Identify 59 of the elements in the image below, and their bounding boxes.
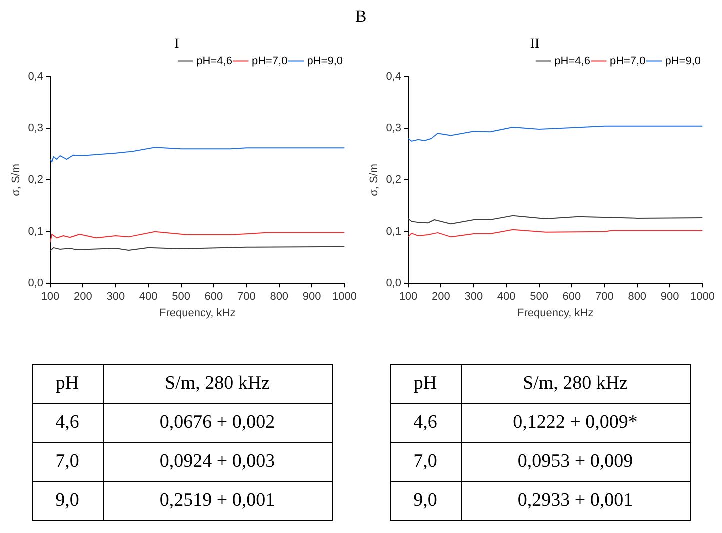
y-axis-title: σ, S/m	[10, 164, 23, 196]
x-tick-label: 1000	[332, 291, 358, 304]
x-tick-label: 300	[106, 291, 126, 304]
y-tick-label: 0,3	[28, 122, 44, 135]
text: 0,0953 + 0,009	[461, 442, 690, 482]
y-axis-title: σ, S/m	[368, 164, 381, 196]
x-tick-label: 800	[628, 291, 647, 304]
x-tick-label: 900	[302, 291, 322, 304]
y-tick-label: 0,4	[386, 70, 402, 83]
y-tick-label: 0,4	[28, 70, 44, 83]
x-tick-label: 300	[464, 291, 484, 304]
text: 9,0	[390, 482, 461, 520]
x-tick-label: 700	[237, 291, 256, 304]
text: B	[354, 6, 368, 28]
y-tick-label: 0,0	[386, 278, 402, 290]
x-tick-label: 900	[660, 291, 680, 304]
x-tick-label: 400	[139, 291, 158, 304]
x-axis-title: Frequency, kHz	[518, 307, 594, 320]
x-tick-label: 800	[270, 291, 289, 304]
text: pH	[390, 364, 461, 404]
text: 0,0924 + 0,003	[103, 442, 332, 482]
legend-label: pH=9,0	[665, 55, 702, 68]
text: S/m, 280 kHz	[461, 364, 690, 404]
text: 0,1222 + 0,009*	[461, 404, 690, 442]
x-tick-label: 700	[595, 291, 614, 304]
text: S/m, 280 kHz	[103, 364, 332, 404]
x-tick-label: 200	[432, 291, 450, 304]
x-tick-label: 500	[530, 291, 548, 304]
y-tick-label: 0,2	[28, 174, 44, 186]
text: 0,2519 + 0,001	[103, 482, 332, 520]
y-tick-label: 0,0	[28, 278, 44, 290]
x-tick-label: 500	[172, 291, 190, 304]
legend-label: pH=7,0	[610, 55, 646, 68]
y-tick-label: 0,3	[386, 122, 402, 135]
x-tick-label: 600	[562, 291, 582, 304]
y-tick-label: 0,1	[28, 226, 44, 238]
legend-label: pH=4,6	[554, 55, 590, 68]
text: 9,0	[32, 482, 103, 520]
text: pH	[32, 364, 103, 404]
text: 4,6	[390, 404, 461, 442]
legend-label: pH=4,6	[196, 55, 232, 68]
x-tick-label: 200	[74, 291, 92, 304]
text: 0,2933 + 0,001	[461, 482, 690, 520]
x-tick-label: 1000	[690, 291, 716, 304]
legend-label: pH=7,0	[252, 55, 288, 68]
text: 0,0676 + 0,002	[103, 404, 332, 442]
x-tick-label: 100	[399, 291, 418, 304]
y-tick-label: 0,2	[386, 174, 402, 186]
legend-label: pH=9,0	[307, 55, 344, 68]
chart-title: I	[174, 37, 180, 52]
x-tick-label: 400	[497, 291, 516, 304]
chart-title: II	[530, 37, 540, 52]
text: 4,6	[32, 404, 103, 442]
x-tick-label: 600	[204, 291, 224, 304]
y-tick-label: 0,1	[386, 226, 402, 238]
text: 7,0	[32, 442, 103, 482]
x-axis-title: Frequency, kHz	[160, 307, 236, 320]
x-tick-label: 100	[41, 291, 60, 304]
text: 7,0	[390, 442, 461, 482]
